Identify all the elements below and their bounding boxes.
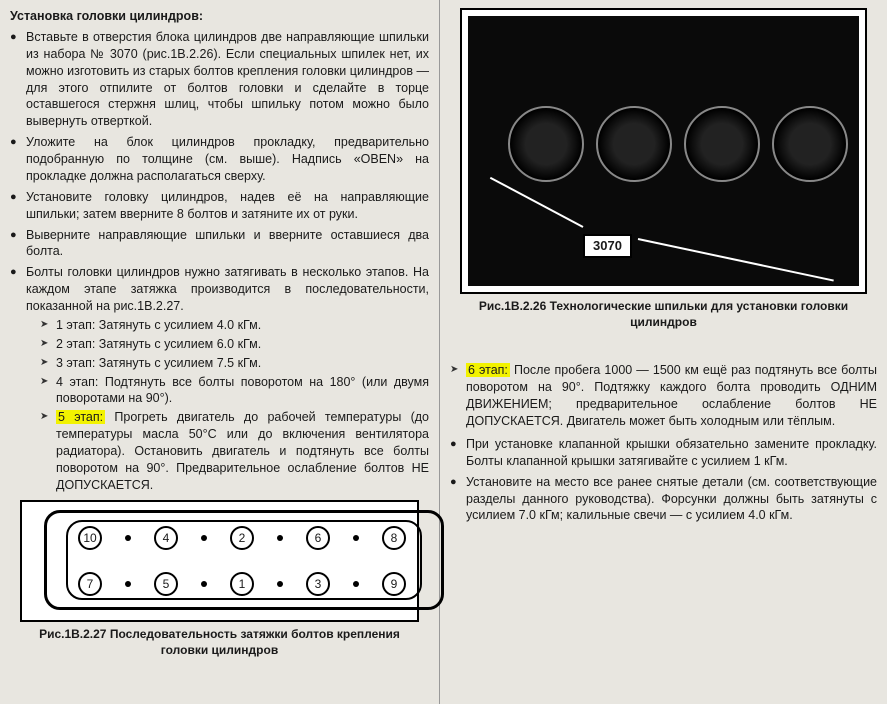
stage-5-highlight: 5 этап: — [56, 410, 105, 424]
bolt-2: 2 — [230, 526, 254, 550]
step-torque-intro: Болты головки цилиндров нужно затягивать… — [10, 264, 429, 493]
stage-4: 4 этап: Подтянуть все болты поворотом на… — [40, 374, 429, 408]
bolt-10: 10 — [78, 526, 102, 550]
hole-dot — [353, 535, 359, 541]
torque-stages: 1 этап: Затянуть с усилием 4.0 кГм. 2 эт… — [26, 317, 429, 494]
stage-5: 5 этап: Прогреть двигатель до рабочей те… — [40, 409, 429, 493]
hole-dot — [201, 581, 207, 587]
step-gasket: Уложите на блок цилиндров прокладку, пре… — [10, 134, 429, 185]
left-column: Установка головки цилиндров: Вставьте в … — [0, 0, 440, 704]
figure-2-caption: Рис.1B.2.27 Последовательность затяжки б… — [16, 626, 423, 658]
instruction-list: Вставьте в отверстия блока цилиндров две… — [10, 29, 429, 494]
stage-6: 6 этап: После пробега 1000 — 1500 км ещё… — [450, 362, 877, 430]
step-reinstall: Установите на место все ранее снятые дет… — [450, 474, 877, 525]
bolt-3: 3 — [306, 572, 330, 596]
figure-1-caption: Рис.1B.2.26 Технологические шпильки для … — [456, 298, 871, 330]
photo-label-3070: 3070 — [583, 234, 632, 258]
stage-6-list: 6 этап: После пробега 1000 — 1500 км ещё… — [450, 362, 877, 430]
figure-photo: 3070 — [460, 8, 867, 294]
hole-dot — [125, 535, 131, 541]
bolt-1: 1 — [230, 572, 254, 596]
step-insert-pins: Вставьте в отверстия блока цилиндров две… — [10, 29, 429, 130]
leader-line-2 — [638, 238, 834, 282]
hole-dot — [353, 581, 359, 587]
bolt-diagram: 10 4 2 6 8 7 5 1 3 9 — [26, 506, 413, 616]
bolt-6: 6 — [306, 526, 330, 550]
bolt-4: 4 — [154, 526, 178, 550]
section-title: Установка головки цилиндров: — [10, 8, 429, 25]
hole-dot — [277, 581, 283, 587]
stage-6-highlight: 6 этап: — [466, 363, 510, 377]
stage-1: 1 этап: Затянуть с усилием 4.0 кГм. — [40, 317, 429, 334]
step-valve-cover: При установке клапанной крышки обязатель… — [450, 436, 877, 470]
figure-bolt-sequence: 10 4 2 6 8 7 5 1 3 9 — [20, 500, 419, 622]
hole-dot — [277, 535, 283, 541]
bolt-8: 8 — [382, 526, 406, 550]
bolt-9: 9 — [382, 572, 406, 596]
right-column: 3070 Рис.1B.2.26 Технологические шпильки… — [440, 0, 887, 704]
final-steps: При установке клапанной крышки обязатель… — [450, 436, 877, 524]
leader-line-1 — [490, 177, 584, 228]
hole-dot — [201, 535, 207, 541]
engine-photo: 3070 — [468, 16, 859, 286]
step-swap-bolts: Выверните направляющие шпильки и ввернит… — [10, 227, 429, 261]
hole-dot — [125, 581, 131, 587]
stage-3: 3 этап: Затянуть с усилием 7.5 кГм. — [40, 355, 429, 372]
bolt-5: 5 — [154, 572, 178, 596]
step-mount-head: Установите головку цилиндров, надев её н… — [10, 189, 429, 223]
stage-2: 2 этап: Затянуть с усилием 6.0 кГм. — [40, 336, 429, 353]
bolt-7: 7 — [78, 572, 102, 596]
